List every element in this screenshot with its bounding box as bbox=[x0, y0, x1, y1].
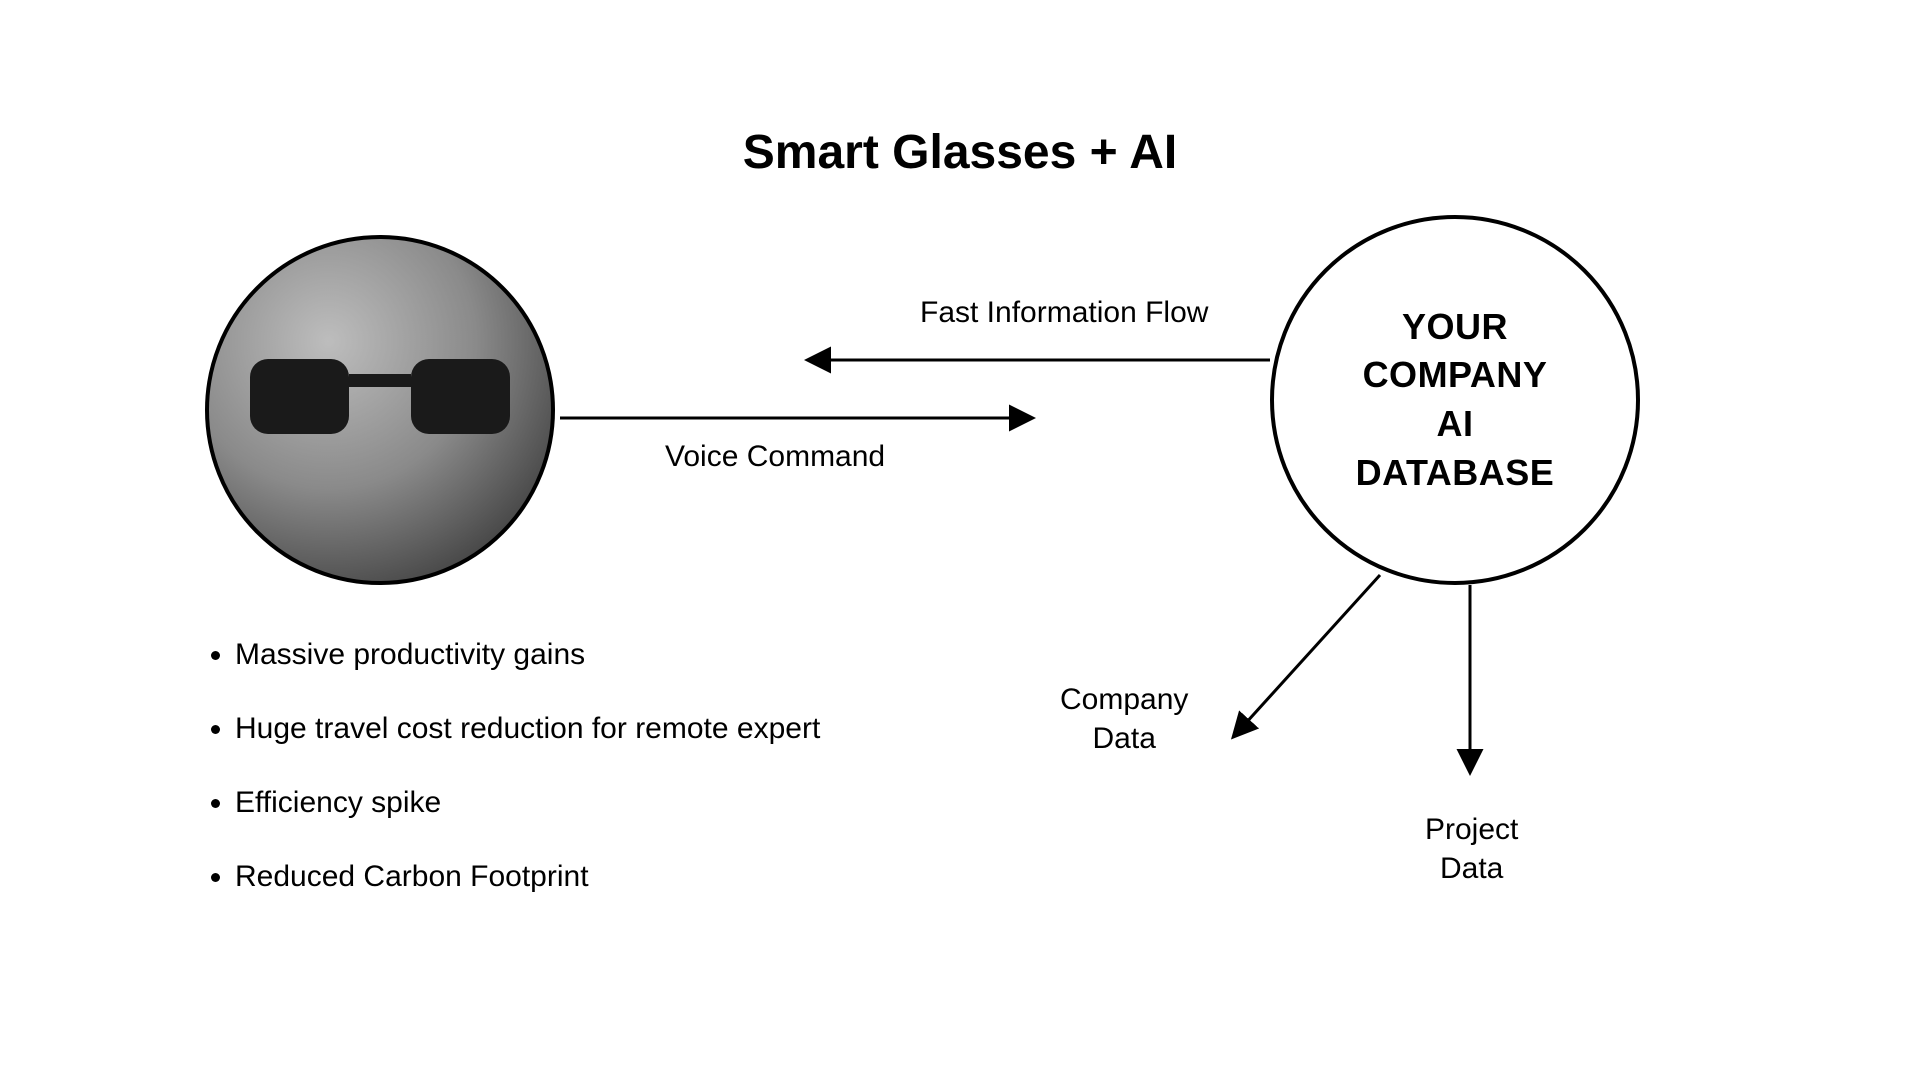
list-item: Efficiency spike bbox=[235, 788, 820, 818]
company-data-label: Company Data bbox=[1060, 680, 1188, 758]
project-data-label: Project Data bbox=[1425, 810, 1518, 888]
list-item: Massive productivity gains bbox=[235, 640, 820, 670]
list-item: Huge travel cost reduction for remote ex… bbox=[235, 714, 820, 744]
diagram-canvas: Smart Glasses + AI YOUR COMPANY AI DATAB… bbox=[0, 0, 1920, 1080]
company-data-arrow bbox=[1235, 575, 1380, 735]
ai-database-node: YOUR COMPANY AI DATABASE bbox=[1270, 215, 1640, 585]
ai-database-label: YOUR COMPANY AI DATABASE bbox=[1356, 303, 1555, 497]
voice-command-label: Voice Command bbox=[665, 440, 885, 474]
smart-glasses-icon bbox=[250, 359, 510, 434]
list-item: Reduced Carbon Footprint bbox=[235, 862, 820, 892]
info-flow-label: Fast Information Flow bbox=[920, 296, 1208, 330]
benefits-list: Massive productivity gains Huge travel c… bbox=[205, 640, 820, 936]
user-glasses-node bbox=[205, 235, 555, 585]
page-title: Smart Glasses + AI bbox=[0, 125, 1920, 180]
